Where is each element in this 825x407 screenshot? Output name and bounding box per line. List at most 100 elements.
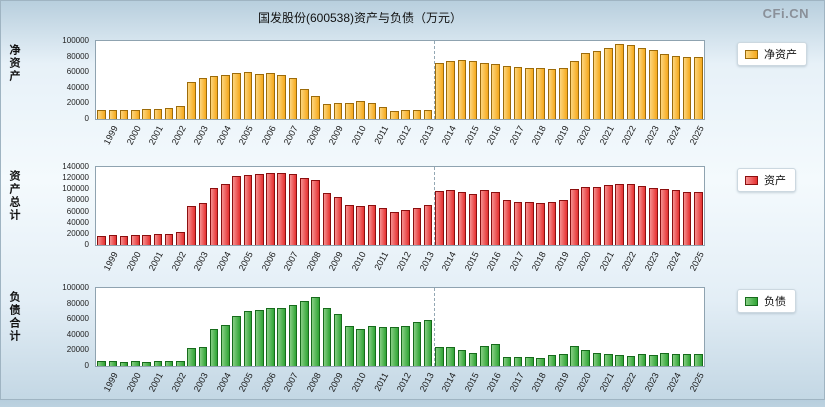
bar (266, 72, 275, 119)
bar (142, 361, 151, 366)
x-tick-label: 2001 (146, 250, 166, 273)
bar (345, 204, 354, 245)
bars-container (96, 167, 704, 245)
y-tick-label: 40000 (66, 82, 89, 92)
bar (288, 77, 298, 119)
y-tick-label: 80000 (66, 51, 89, 61)
legend-swatch-green (745, 296, 758, 306)
bar (671, 353, 681, 366)
x-tick-label: 2010 (349, 250, 368, 273)
bar (300, 177, 309, 245)
bar (604, 185, 613, 245)
bar (468, 193, 478, 245)
bar (536, 358, 545, 366)
bar (604, 48, 613, 119)
x-tick-label: 2009 (327, 371, 346, 394)
bar (288, 173, 298, 245)
x-tick-label: 2002 (169, 371, 188, 394)
bar (367, 103, 377, 119)
bar (254, 73, 264, 119)
bar (378, 208, 388, 245)
bar (615, 183, 624, 245)
bar (694, 57, 703, 119)
y-tick-label: 0 (84, 114, 89, 123)
legend-label: 净资产 (764, 49, 797, 61)
x-tick-label: 2018 (529, 250, 548, 273)
x-tick-label: 1999 (101, 371, 121, 394)
bar (356, 329, 365, 366)
bar (243, 72, 253, 119)
bar (367, 326, 377, 366)
bar (232, 316, 241, 366)
bar (187, 206, 196, 245)
x-tick-label: 2008 (304, 250, 323, 273)
panel-total-assets: 资产总计 0 20000 40000 60000 80000 100000 120000 14… (0, 162, 825, 286)
x-tick-label: 2018 (529, 124, 548, 147)
x-tick-label: 2015 (462, 250, 481, 273)
bar (131, 109, 140, 119)
bar (491, 192, 500, 245)
bar (468, 352, 478, 366)
y-tick-label: 100000 (62, 36, 89, 45)
bar (457, 59, 467, 119)
bar (626, 44, 636, 119)
x-tick-label: 2019 (552, 250, 571, 273)
y-tick-label: 100000 (62, 283, 89, 292)
bar (412, 110, 422, 119)
bars-container (96, 288, 704, 366)
x-tick-label: 2007 (282, 124, 301, 147)
x-tick-label: 2010 (349, 124, 368, 147)
bar (660, 189, 669, 245)
bar (401, 326, 410, 366)
bar (637, 354, 647, 366)
bar (435, 62, 444, 119)
bar (119, 235, 129, 245)
legend-liabilities: 负债 (737, 289, 796, 313)
x-tick-label: 2007 (282, 371, 301, 394)
bar (164, 108, 174, 119)
bar (142, 109, 151, 119)
bar (356, 101, 365, 119)
x-tick-label: 2000 (124, 124, 143, 147)
bar (221, 324, 230, 366)
bar (390, 327, 399, 366)
bar (682, 191, 692, 245)
bar (131, 234, 140, 245)
x-tick-label: 2022 (619, 371, 639, 394)
bar (378, 327, 388, 366)
bar (660, 352, 669, 366)
x-tick-label: 2005 (236, 124, 256, 147)
bar (367, 205, 377, 245)
bar (176, 105, 185, 119)
x-tick-labels: 1999 2000 2001 2002 2003 2004 2005 2006 2007 2008… (95, 247, 706, 285)
x-tick-label: 2013 (417, 124, 436, 147)
x-tick-label: 2021 (597, 371, 616, 394)
bar (660, 54, 669, 119)
bar (637, 185, 647, 245)
bar (142, 234, 151, 245)
x-tick-label: 2004 (214, 371, 233, 394)
x-tick-label: 2017 (507, 124, 526, 147)
period-divider-line (433, 41, 435, 119)
bar (435, 346, 444, 366)
y-tick-label: 80000 (66, 195, 89, 205)
x-tick-label: 2009 (327, 250, 346, 273)
period-divider-line (433, 288, 435, 366)
x-tick-label: 2003 (191, 124, 211, 147)
bar (254, 309, 264, 366)
plot-area-net-assets (95, 40, 705, 120)
y-tick-label: 140000 (62, 162, 89, 171)
bar (491, 344, 500, 366)
legend-swatch-red (745, 175, 758, 185)
y-tick-label: 0 (84, 240, 89, 249)
y-tick-label: 20000 (66, 228, 89, 238)
y-tick-label: 60000 (66, 206, 89, 216)
x-tick-label: 2021 (597, 250, 616, 273)
bar (637, 48, 647, 119)
legend-assets: 资产 (737, 168, 796, 192)
x-tick-labels: 1999 2000 2001 2002 2003 2004 2005 2006 2007 2008… (95, 121, 706, 159)
bar (513, 66, 523, 119)
y-axis-title-total-assets: 资产总计 (8, 170, 20, 222)
bar (198, 78, 208, 119)
bar (209, 328, 219, 366)
